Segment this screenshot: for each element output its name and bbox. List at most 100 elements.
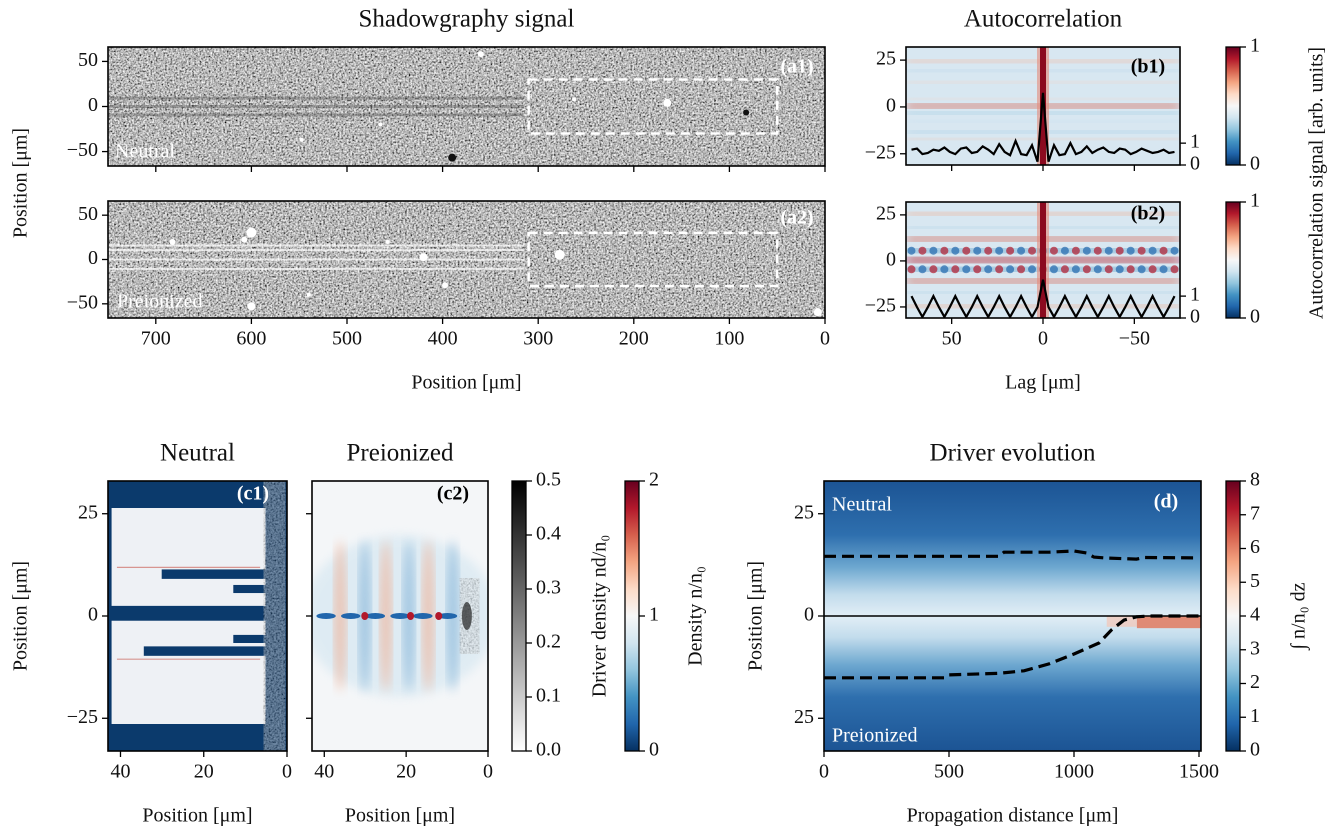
- image-blob: [1049, 246, 1058, 255]
- image-blob: [1115, 246, 1124, 255]
- y-tick-label: −50: [67, 291, 98, 313]
- y-tick-label: 0: [88, 247, 98, 269]
- x-axis-label: Position [μm]: [142, 805, 252, 827]
- image-blob: [973, 265, 982, 274]
- colorbar-tick-label: 0: [1250, 306, 1260, 328]
- image-blob: [907, 246, 916, 255]
- highlight-box: [527, 231, 779, 288]
- colorbar-tick-label: 3: [1250, 637, 1260, 659]
- image-blob: [1126, 246, 1135, 255]
- x-axis-label: Position [μm]: [345, 805, 455, 827]
- panel-title: Driver evolution: [930, 440, 1096, 467]
- image-blob: [907, 265, 916, 274]
- y-tick-label: −50: [67, 139, 98, 161]
- colorbar-tick-label: 0.0: [536, 739, 561, 761]
- colorbar-tick-label: 4: [1250, 604, 1260, 626]
- density-lobe: [334, 540, 347, 692]
- image-blob: [1093, 265, 1102, 274]
- density-band: [143, 646, 266, 656]
- colorbar-tick-label: 1: [1250, 705, 1260, 727]
- colorbar-tick-label: 0.2: [536, 631, 561, 653]
- image-blob: [1159, 265, 1168, 274]
- image-blob: [1071, 246, 1080, 255]
- image-blob: [1082, 265, 1091, 274]
- y2-tick-label: 0: [1190, 153, 1200, 175]
- panel-annotation: (c1): [237, 483, 269, 505]
- image-blob: [1137, 246, 1146, 255]
- image-speck: [477, 51, 484, 58]
- density-streak: [365, 613, 386, 619]
- image-blob: [1170, 265, 1179, 274]
- colorbar-tick-label: 2: [1250, 671, 1260, 693]
- image-stripe: [1040, 202, 1046, 318]
- x-tick-label: 500: [332, 328, 362, 350]
- x-tick-label: 20: [396, 761, 416, 783]
- image-blob: [1170, 246, 1179, 255]
- y-tick-label: 0: [88, 604, 98, 626]
- image-blob: [1148, 265, 1157, 274]
- colorbar-tick-label: 1: [649, 604, 659, 626]
- colorbar-tick-label: 1: [1250, 35, 1260, 57]
- density-band: [233, 634, 266, 643]
- density-band: [233, 584, 266, 594]
- colorbar: [1225, 46, 1241, 166]
- image-speck: [247, 302, 256, 311]
- density-band: [161, 569, 266, 579]
- density-band: [108, 605, 266, 621]
- image-speck: [378, 122, 383, 127]
- x-tick-label: 400: [428, 328, 458, 350]
- x-tick-label: 0: [282, 761, 292, 783]
- x-axis-label: Propagation distance [μm]: [907, 805, 1119, 827]
- y-tick-label: 50: [78, 49, 98, 71]
- x-tick-label: 0: [483, 761, 493, 783]
- colorbar-tick-label: 0.5: [536, 469, 561, 491]
- colorbar-tick-label: 0.1: [536, 685, 561, 707]
- image-blob: [1006, 246, 1015, 255]
- x-tick-label: 700: [141, 328, 171, 350]
- x-tick-label: 0: [820, 328, 830, 350]
- plot-area: [312, 481, 488, 751]
- colorbar: [1225, 201, 1241, 319]
- density-spot: [435, 612, 443, 620]
- image-speck: [246, 227, 257, 238]
- x-tick-label: 100: [714, 328, 744, 350]
- image-blob: [1060, 246, 1069, 255]
- plot-area: [108, 47, 825, 166]
- density-lobe: [379, 540, 393, 692]
- panel-annotation: Neutral: [832, 494, 892, 516]
- density-streak: [316, 613, 336, 619]
- density-spot: [361, 612, 369, 620]
- colorbar-tick-label: 0.3: [536, 577, 561, 599]
- x-tick-label: 40: [110, 761, 130, 783]
- x-tick-label: −50: [1119, 328, 1150, 350]
- density-noise: [263, 481, 286, 751]
- x-tick-label: 300: [523, 328, 553, 350]
- density-streak: [413, 613, 433, 619]
- driver-peak: [1136, 616, 1201, 629]
- image-blob: [918, 246, 927, 255]
- image-speck: [554, 249, 565, 260]
- x-axis-label: Lag [μm]: [1005, 372, 1081, 394]
- panel-annotation: Preionized: [117, 291, 203, 313]
- image-blob: [1159, 246, 1168, 255]
- image-blob: [1104, 246, 1113, 255]
- panel-annotation: (a1): [780, 56, 813, 78]
- image-blob: [1126, 265, 1135, 274]
- x-tick-label: 1000: [1054, 761, 1094, 783]
- image-speck: [306, 292, 311, 297]
- colorbar-tick-label: 6: [1250, 536, 1260, 558]
- colorbar-tick-label: 7: [1250, 502, 1260, 524]
- colorbar-tick-label: 2: [649, 469, 659, 491]
- colorbar: [624, 480, 640, 752]
- autocorrelation-line: [910, 279, 1176, 318]
- image-blob: [984, 265, 993, 274]
- image-blob: [940, 246, 949, 255]
- colorbar-tick-label: 5: [1250, 570, 1260, 592]
- driver-core: [461, 602, 472, 630]
- autocorrelation-line: [911, 92, 1175, 163]
- image-blob: [962, 265, 971, 274]
- panel-annotation: (d): [1154, 491, 1178, 513]
- image-blob: [951, 246, 960, 255]
- x-tick-label: 0: [1038, 328, 1048, 350]
